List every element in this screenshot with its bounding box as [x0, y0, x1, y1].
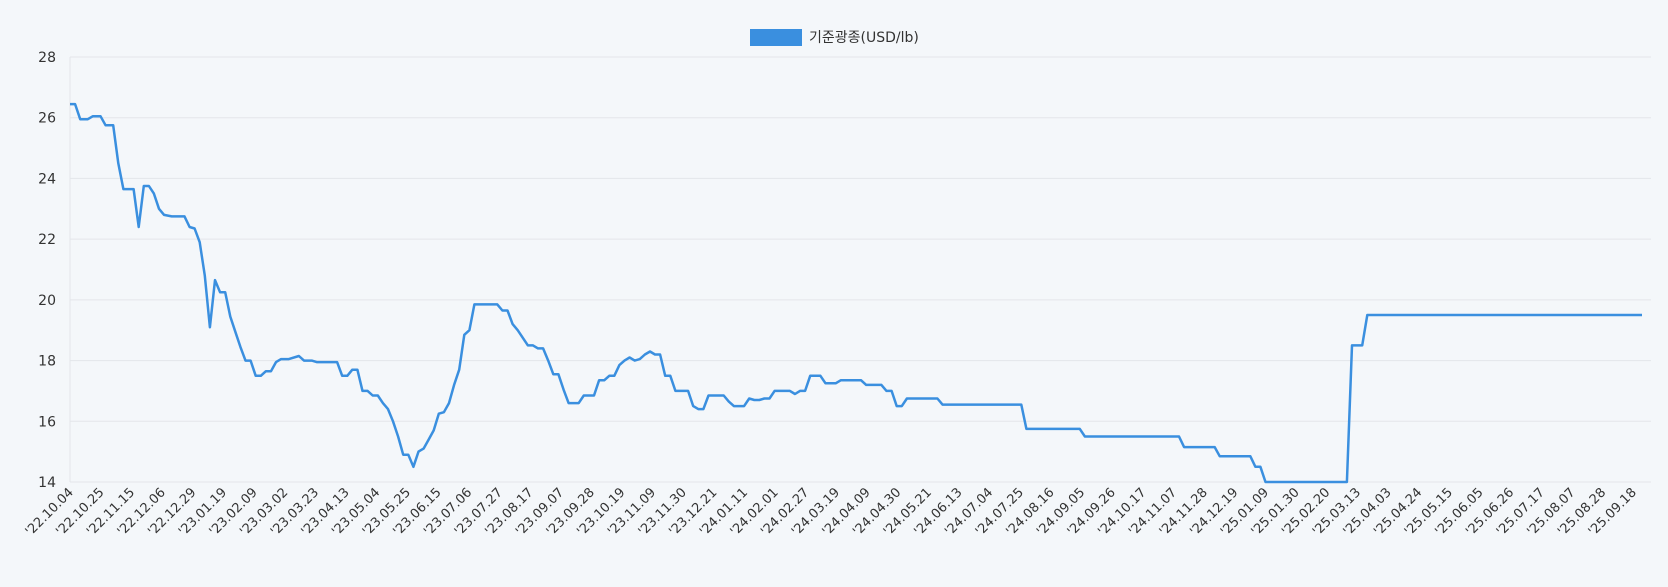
y-tick-label: 28	[38, 50, 56, 66]
y-tick-label: 24	[38, 171, 56, 187]
y-tick-labels: 14 16 18 20 22 24 26 28	[38, 50, 56, 491]
legend[interactable]: 기준광종(USD/lb)	[750, 29, 919, 46]
y-tick-label: 18	[38, 354, 56, 370]
y-tick-label: 26	[38, 111, 56, 127]
legend-label: 기준광종(USD/lb)	[809, 30, 919, 46]
y-tick-label: 16	[38, 414, 56, 430]
y-gridlines	[69, 56, 1651, 483]
series-line	[70, 102, 1642, 484]
legend-swatch	[750, 29, 802, 46]
x-tick-labels: '22.10.04'22.10.25'22.11.15'22.12.06'22.…	[23, 485, 1640, 539]
y-tick-label: 20	[38, 293, 56, 309]
y-tick-label: 22	[38, 232, 56, 248]
y-tick-label: 14	[38, 475, 56, 491]
